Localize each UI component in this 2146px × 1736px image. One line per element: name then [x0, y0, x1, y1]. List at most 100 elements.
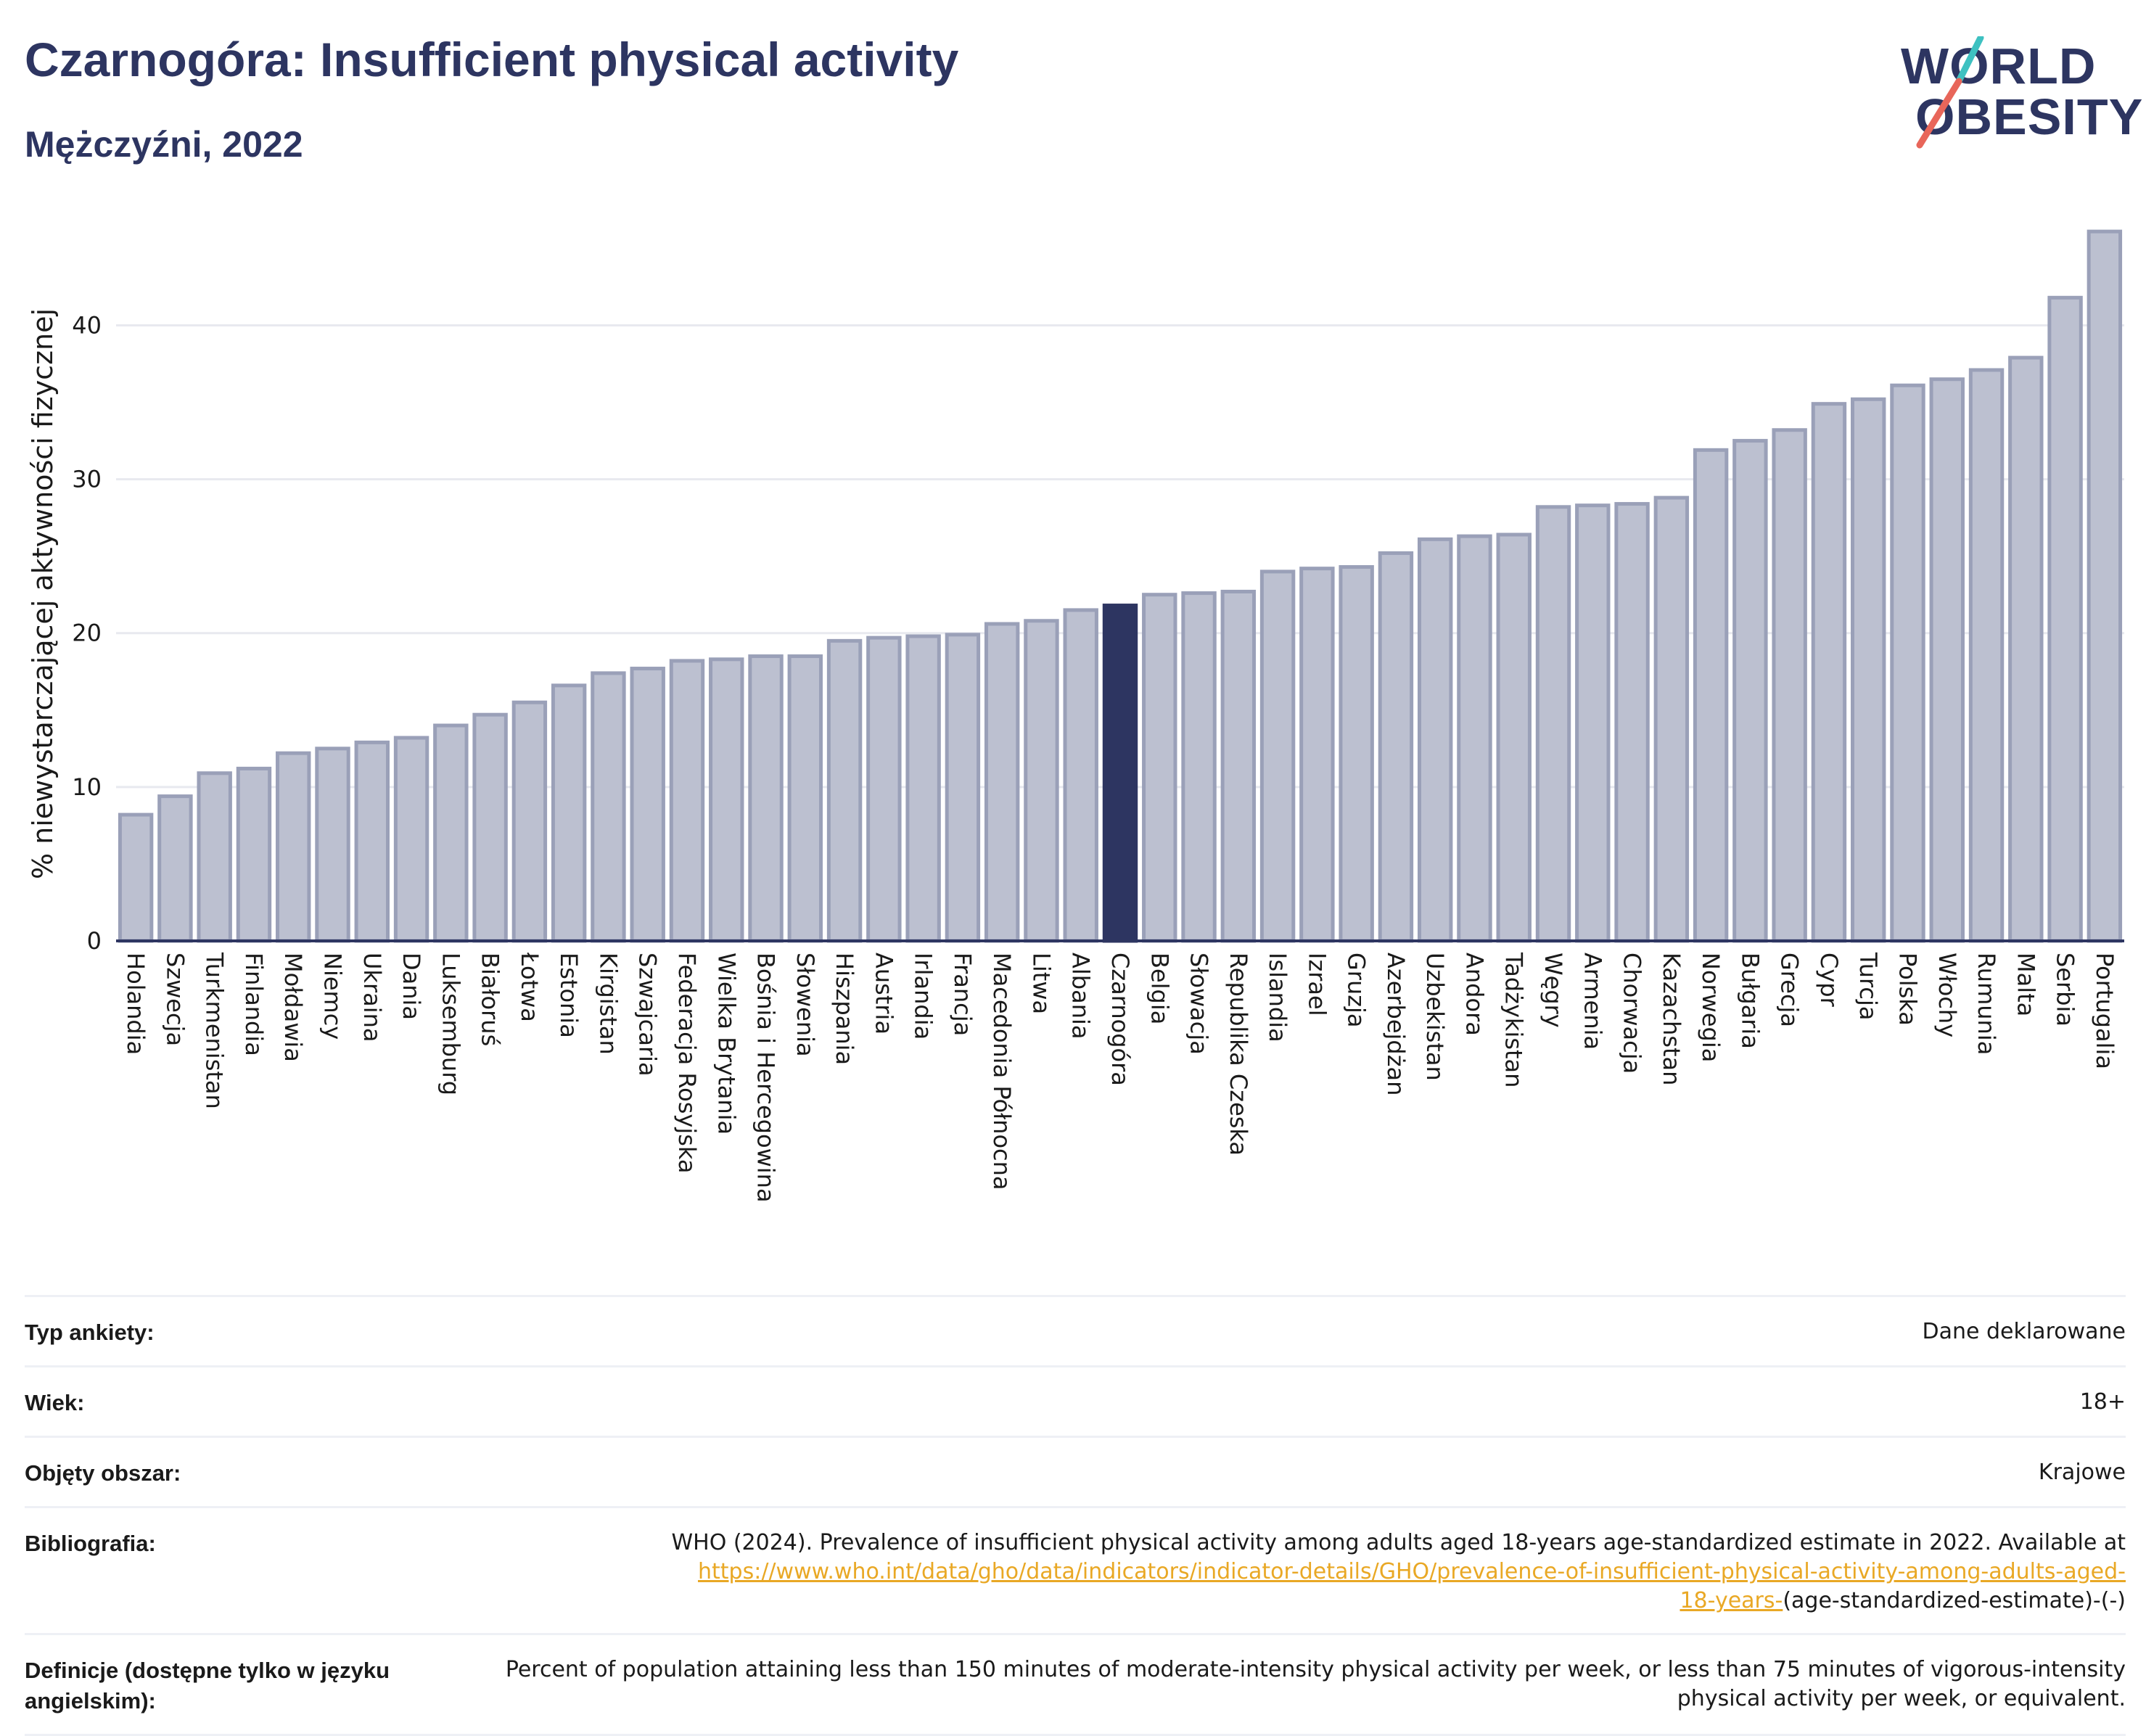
bars [118, 229, 2123, 943]
x-tick-labels: Holandia Szwecja Turkmenistan Finlandia Mołd… [122, 952, 2118, 1203]
x-tick-label: Andora [1460, 953, 1488, 1036]
x-tick-label: Cypr [1815, 953, 1843, 1008]
x-tick-label: Portugalia [2091, 953, 2118, 1069]
bibliography-link[interactable]: https://www.who.int/data/gho/data/indica… [698, 1559, 2126, 1584]
bar-Islandia [1259, 569, 1296, 943]
x-tick-label: Rumunia [1973, 953, 2000, 1055]
x-tick-label: Słowenia [792, 953, 819, 1057]
x-tick-label: Turkmenistan [201, 952, 229, 1109]
bar-Finlandia [236, 766, 272, 943]
bar-Andora [1457, 534, 1492, 943]
x-tick-label: Litwa [1027, 953, 1055, 1014]
info-label: Objęty obszar: [25, 1460, 181, 1486]
bar-Portugalia [2087, 229, 2123, 943]
x-tick-label: Finlandia [240, 953, 268, 1056]
bar-Tadżykistan [1496, 532, 1532, 943]
bar-Bośnia i Hercegowina [748, 654, 784, 943]
bar-Szwajcaria [630, 667, 665, 943]
bibliography-link-continued[interactable]: 18-years- [1680, 1588, 1783, 1613]
bar-Bułgaria [1732, 439, 1768, 943]
info-value: Krajowe [2038, 1460, 2126, 1485]
bar-Izrael [1299, 567, 1335, 943]
x-tick-label: Hiszpania [831, 953, 858, 1065]
x-tick-label: Republika Czeska [1225, 953, 1252, 1156]
x-tick-label: Kazachstan [1658, 953, 1685, 1085]
bar-Cypr [1811, 402, 1847, 943]
bar-Francja [945, 633, 981, 943]
bar-Irlandia [905, 634, 941, 943]
x-tick-label: Tadżykistan [1500, 952, 1528, 1087]
info-row-survey-type: Typ ankiety: Dane deklarowane [25, 1295, 2126, 1365]
x-tick-label: Szwajcaria [634, 953, 662, 1077]
y-tick-label: 0 [87, 927, 102, 955]
bar-Republika Czeska [1220, 589, 1257, 943]
x-tick-label: Grecja [1776, 953, 1804, 1027]
x-tick-label: Malta [2012, 953, 2039, 1016]
bar-Macedonia Północna [984, 622, 1020, 943]
bar-Szwecja [157, 794, 193, 943]
x-tick-label: Bośnia i Hercegowina [752, 953, 780, 1203]
bar-Austria [866, 635, 902, 943]
y-tick-label: 10 [72, 773, 102, 801]
info-label: Wiek: [25, 1390, 85, 1415]
info-row-age: Wiek: 18+ [25, 1365, 2126, 1436]
bar-Grecja [1772, 428, 1807, 943]
page-subtitle: Mężczyźni, 2022 [25, 124, 303, 165]
x-tick-label: Wielka Brytania [712, 953, 740, 1135]
definition-text: Percent of population attaining less tha… [505, 1657, 2126, 1711]
x-tick-label: Mołdawia [279, 953, 307, 1062]
bar-Kazachstan [1653, 495, 1690, 943]
bar-Mołdawia [276, 751, 311, 943]
x-tick-label: Turcja [1854, 952, 1882, 1021]
x-tick-label: Łotwa [516, 952, 543, 1022]
bar-Włochy [1929, 377, 1965, 943]
bar-Malta [2008, 355, 2044, 943]
bar-Polska [1890, 383, 1925, 943]
x-tick-label: Uzbekistan [1421, 953, 1449, 1081]
x-tick-label: Francja [949, 953, 977, 1036]
x-tick-label: Dania [398, 953, 425, 1020]
bar-Albania [1063, 608, 1098, 943]
logo-slash-icon [1916, 36, 1984, 149]
bar-Armenia [1575, 503, 1611, 943]
bar-Czarnogóra [1102, 604, 1138, 943]
bar-Hiszpania [826, 638, 863, 943]
x-tick-label: Kirgistan [594, 953, 622, 1055]
bar-Gruzja [1339, 565, 1374, 943]
bar-Litwa [1024, 619, 1059, 943]
info-row-bibliography: Bibliografia: WHO (2024). Prevalence of … [25, 1506, 2126, 1633]
page-title: Czarnogóra: Insufficient physical activi… [25, 33, 959, 86]
bar-Uzbekistan [1417, 537, 1453, 943]
bar-chart: 0 10 20 30 40 Holandia Szwecja Turkmenistan Fin… [27, 229, 2124, 1203]
x-tick-label: Azerbejdżan [1382, 953, 1410, 1095]
bar-Azerbejdżan [1378, 551, 1414, 943]
bar-Niemcy [315, 746, 350, 943]
bar-Wielka Brytania [709, 657, 744, 943]
bar-Federacja Rosyjska [669, 659, 705, 943]
info-row-coverage: Objęty obszar: Krajowe [25, 1436, 2126, 1506]
bar-Dania [393, 736, 429, 943]
x-tick-label: Holandia [122, 953, 149, 1055]
y-tick-label: 20 [72, 620, 102, 647]
bar-Turcja [1851, 397, 1886, 943]
x-tick-label: Albania [1067, 953, 1095, 1039]
x-tick-label: Włochy [1933, 953, 1961, 1037]
bar-Norwegia [1693, 448, 1729, 943]
info-table: Typ ankiety: Dane deklarowane Wiek: 18+ … [25, 1295, 2126, 1736]
bar-Chorwacja [1614, 502, 1650, 943]
logo-word-1: WORLD [1901, 38, 2097, 94]
x-tick-label: Luksemburg [437, 953, 464, 1095]
bibliography-tail: (age-standardized-estimate)-(-) [1783, 1588, 2126, 1613]
x-tick-label: Izrael [1303, 953, 1331, 1016]
info-value: Dane deklarowane [1922, 1319, 2126, 1344]
logo-word-2: OBESITY [1915, 89, 2144, 145]
x-tick-label: Austria [870, 953, 897, 1034]
bar-Serbia [2047, 295, 2083, 943]
world-obesity-logo: WORLD OBESITY [1886, 36, 2142, 152]
x-tick-label: Estonia [555, 953, 583, 1038]
bar-Holandia [118, 813, 154, 943]
bar-Turkmenistan [197, 771, 232, 943]
y-tick-labels: 0 10 20 30 40 [72, 311, 102, 955]
bar-Słowenia [787, 654, 823, 943]
bar-Ukraina [354, 740, 390, 943]
